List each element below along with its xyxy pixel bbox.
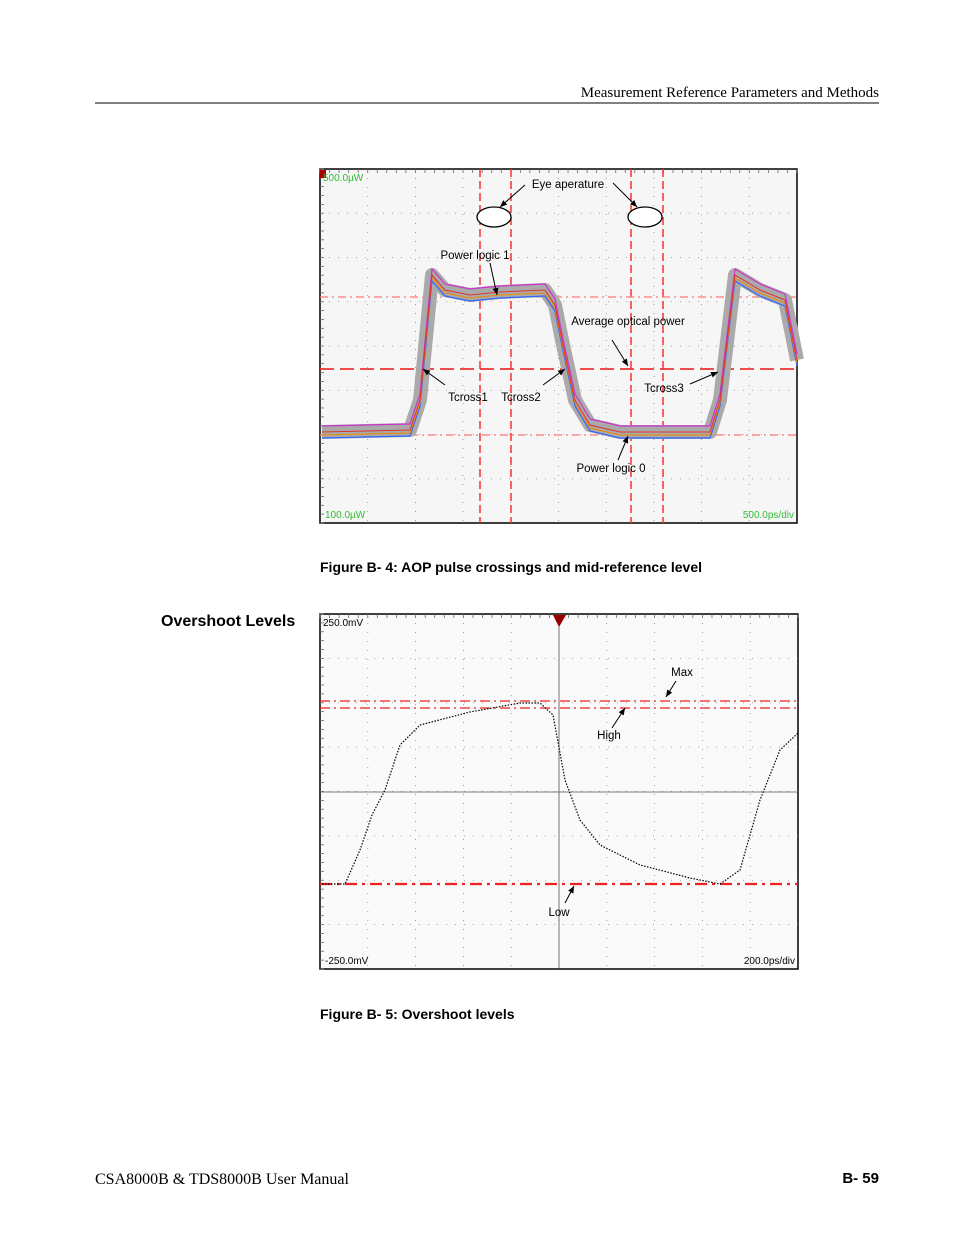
figure-overshoot: Max High Low 250.0mV -250.0mV 200.0ps/div bbox=[319, 613, 799, 970]
annotation: Power logic 0 bbox=[576, 463, 645, 475]
waveform-edge bbox=[321, 267, 798, 427]
section-heading: Overshoot Levels bbox=[161, 613, 295, 630]
arrow bbox=[542, 368, 566, 386]
trigger-marker bbox=[320, 170, 326, 178]
arrow bbox=[489, 262, 499, 296]
arrow bbox=[611, 339, 629, 367]
footer-manual: CSA8000B & TDS8000B User Manual bbox=[95, 1171, 349, 1188]
annotation: High bbox=[597, 730, 621, 742]
arrow bbox=[612, 182, 638, 208]
arrow bbox=[564, 885, 575, 904]
figure-aop: Eye aperature Power logic 1 Average optica… bbox=[319, 168, 804, 524]
arrow bbox=[689, 371, 719, 385]
annotation: Max bbox=[671, 667, 693, 679]
arrow bbox=[665, 680, 677, 698]
arrow bbox=[422, 368, 446, 386]
screen-label: 500.0ps/div bbox=[743, 510, 794, 521]
screen-label: 100.0µW bbox=[325, 510, 366, 521]
annotation: Tcross3 bbox=[644, 383, 684, 395]
annotation: Eye aperature bbox=[532, 179, 604, 191]
trigger-marker bbox=[553, 615, 566, 627]
screen-label: -250.0mV bbox=[325, 956, 369, 967]
screen-label: 200.0ps/div bbox=[744, 956, 795, 967]
annotation: Power logic 1 bbox=[440, 250, 509, 262]
waveform-core bbox=[321, 273, 798, 433]
screen-label: 250.0mV bbox=[323, 618, 363, 629]
annotation: Tcross1 bbox=[448, 392, 488, 404]
screen-label: 500.0µW bbox=[323, 173, 364, 184]
figure-caption: Figure B- 5: Overshoot levels bbox=[320, 1006, 515, 1022]
figure-caption: Figure B- 4: AOP pulse crossings and mid… bbox=[320, 559, 702, 575]
header-title: Measurement Reference Parameters and Met… bbox=[581, 85, 879, 101]
arrow bbox=[499, 184, 526, 208]
annotation: Low bbox=[548, 907, 570, 919]
annotation: Average optical power bbox=[571, 316, 685, 328]
page-number: B- 59 bbox=[842, 1170, 879, 1187]
arrow bbox=[611, 707, 626, 729]
annotation: Tcross2 bbox=[501, 392, 541, 404]
waveform bbox=[322, 702, 799, 885]
arrow bbox=[617, 435, 629, 461]
eye-marker bbox=[476, 206, 512, 228]
eye-marker bbox=[627, 206, 663, 228]
